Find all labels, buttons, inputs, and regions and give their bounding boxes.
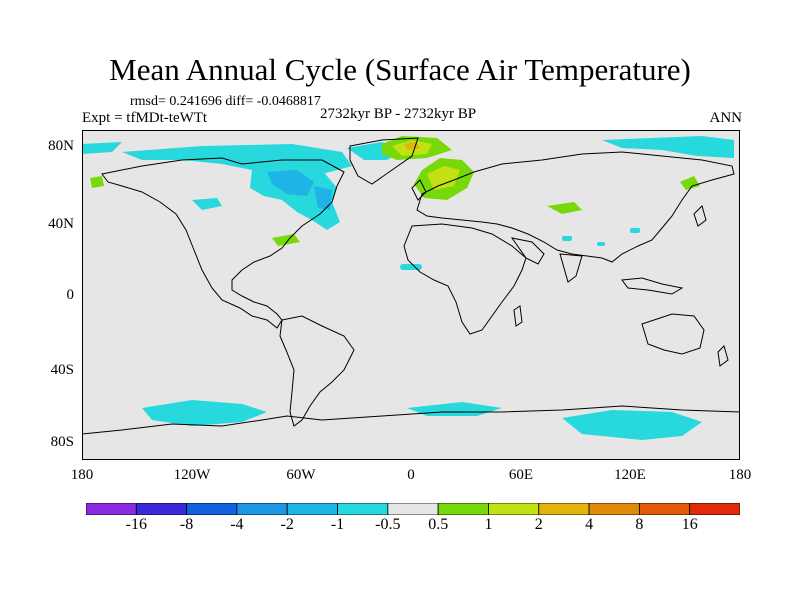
- colorbar-swatch: [186, 503, 238, 515]
- colorbar-label: -1: [330, 516, 345, 533]
- patch-arctic-east: [602, 136, 734, 158]
- coast-africa: [403, 223, 527, 335]
- patch-north-atlantic-west: [272, 234, 300, 246]
- coast-eurasia: [416, 151, 735, 263]
- colorbar-swatch: [437, 503, 489, 515]
- lon-label-60w: 60W: [286, 467, 316, 483]
- coastlines: [82, 137, 740, 435]
- colorbar-label: 4: [585, 516, 594, 533]
- lon-label-120w: 120W: [173, 467, 211, 483]
- colorbar-label: 8: [635, 516, 644, 533]
- colorbar-swatch: [638, 503, 691, 515]
- colorbar-swatch: [488, 503, 540, 515]
- colorbar-swatch: [135, 503, 188, 515]
- coast-new-zealand: [717, 345, 729, 367]
- lon-label-0: 0: [407, 467, 415, 483]
- period-label: 2732kyr BP - 2732kyr BP: [320, 106, 477, 122]
- colorbar: [86, 503, 740, 515]
- coast-indonesia: [621, 277, 684, 295]
- patch-labrador: [314, 186, 332, 210]
- patch-arctic-west: [82, 142, 122, 154]
- lat-label-80s: 80S: [50, 434, 74, 450]
- spot-1: [400, 264, 422, 270]
- cool-anomaly-regions: [82, 136, 734, 440]
- cooler-anomaly-regions: [267, 170, 332, 210]
- colorbar-label: -2: [280, 516, 294, 533]
- colorbar-label: -0.5: [375, 516, 401, 533]
- colorbar-label: 2: [534, 516, 543, 533]
- colorbar-swatch: [337, 503, 389, 515]
- world-map: [82, 130, 740, 460]
- coast-arabia: [510, 237, 545, 265]
- patch-pacific-nw: [192, 198, 222, 210]
- patch-hudson-bay: [267, 170, 314, 196]
- colorbar-label: -16: [125, 516, 147, 533]
- colorbar-label: -4: [230, 516, 244, 533]
- colorbar-swatch: [86, 503, 137, 515]
- lat-label-80n: 80N: [48, 138, 74, 154]
- lat-label-40n: 40N: [48, 216, 74, 232]
- spot-2: [562, 236, 572, 241]
- lat-label-0: 0: [66, 287, 75, 303]
- coast-north-america: [101, 157, 345, 329]
- lon-label-60e: 60E: [508, 467, 534, 483]
- lon-label-180w: 180: [70, 467, 94, 483]
- map-frame: [82, 130, 740, 460]
- coast-antarctica: [82, 405, 740, 435]
- spot-3: [597, 242, 605, 246]
- small-cool-spots: [400, 228, 640, 270]
- colorbar-swatch: [588, 503, 640, 515]
- colorbar-label: 0.5: [428, 516, 449, 533]
- colorbar-label: 16: [681, 516, 698, 533]
- patch-east-asia: [680, 176, 700, 190]
- coast-japan: [693, 205, 707, 227]
- patch-southern-indian: [562, 410, 702, 440]
- coast-madagascar: [513, 305, 523, 327]
- experiment-label: Expt = tfMDt-teWTt: [82, 110, 208, 126]
- coast-greenland: [349, 137, 419, 185]
- coast-south-america: [279, 315, 355, 427]
- spot-4: [630, 228, 640, 233]
- colorbar-swatch: [689, 503, 740, 515]
- coast-india: [559, 253, 583, 283]
- stats-text: rmsd= 0.241696 diff= -0.0468817: [130, 94, 321, 109]
- patch-southern-pacific: [142, 400, 267, 426]
- colorbar-label: 1: [484, 516, 493, 533]
- patch-central-asia: [547, 202, 582, 214]
- season-label: ANN: [709, 110, 743, 126]
- coast-australia: [641, 313, 705, 355]
- patch-west-pacific: [90, 176, 104, 188]
- colorbar-swatch: [286, 503, 338, 515]
- colorbar-label: -8: [179, 516, 194, 533]
- lon-label-180e: 180: [728, 467, 752, 483]
- chart-title: Mean Annual Cycle (Surface Air Temperatu…: [109, 52, 691, 87]
- colorbar-swatch: [387, 503, 439, 515]
- lat-label-40s: 40S: [50, 362, 74, 378]
- patch-scandinavia-core: [427, 166, 460, 190]
- colorbar-swatch: [538, 503, 590, 515]
- lon-label-120e: 120E: [614, 467, 646, 483]
- colorbar-swatch: [236, 503, 288, 515]
- coast-uk: [411, 179, 427, 201]
